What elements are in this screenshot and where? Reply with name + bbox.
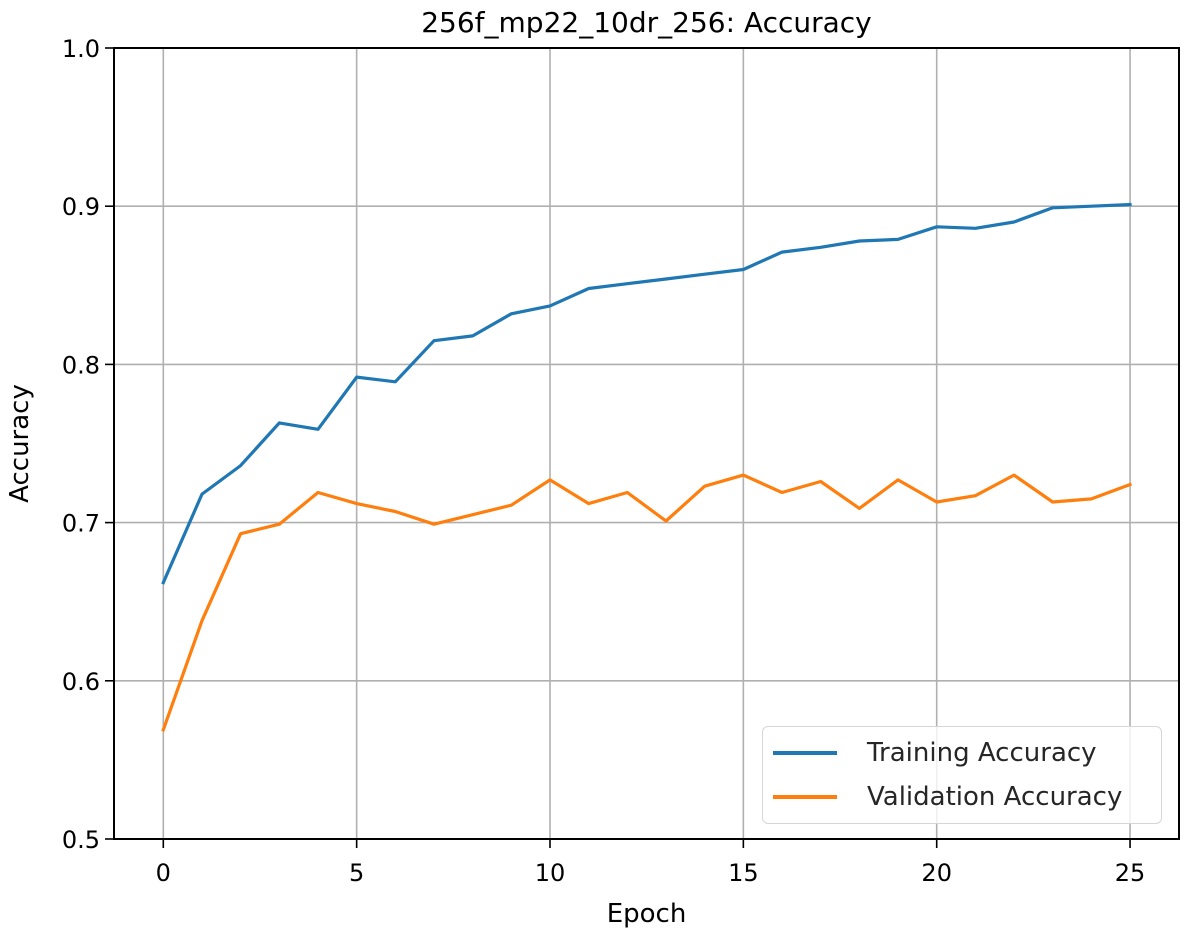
chart-title: 256f_mp22_10dr_256: Accuracy [421,6,872,39]
legend-swatch-training [773,751,837,755]
y-tick-label: 1.0 [62,35,100,63]
y-tick-label: 0.6 [62,668,100,696]
y-tick-label: 0.5 [62,826,100,854]
grid-lines [114,47,1179,840]
x-tick-label: 0 [156,859,171,887]
plot-frame [113,47,1180,840]
legend-item-training: Training Accuracy [763,733,1097,773]
legend-label-training: Training Accuracy [867,738,1097,768]
data-series [161,202,1133,732]
x-tick-label: 20 [921,859,952,887]
legend-label-validation: Validation Accuracy [867,782,1123,812]
x-tick-label: 25 [1115,859,1146,887]
y-axis-label: Accuracy [5,384,35,503]
legend-item-validation: Validation Accuracy [763,777,1122,817]
x-tick-label: 15 [728,859,759,887]
y-tick-label: 0.9 [62,193,100,221]
validation-accuracy-line [161,473,1133,732]
legend-swatch-validation [773,795,837,799]
x-axis-label: Epoch [607,899,687,929]
x-tick-label: 5 [349,859,364,887]
x-tick-label: 10 [535,859,566,887]
y-tick-label: 0.7 [62,510,100,538]
y-tick-label: 0.8 [62,351,100,379]
chart-legend: Training Accuracy Validation Accuracy [762,726,1162,824]
axis-ticks: 0 5 10 15 20 25 0.5 0.6 0.7 0.8 0.9 1.0 [62,35,1145,887]
training-accuracy-line [161,202,1132,585]
